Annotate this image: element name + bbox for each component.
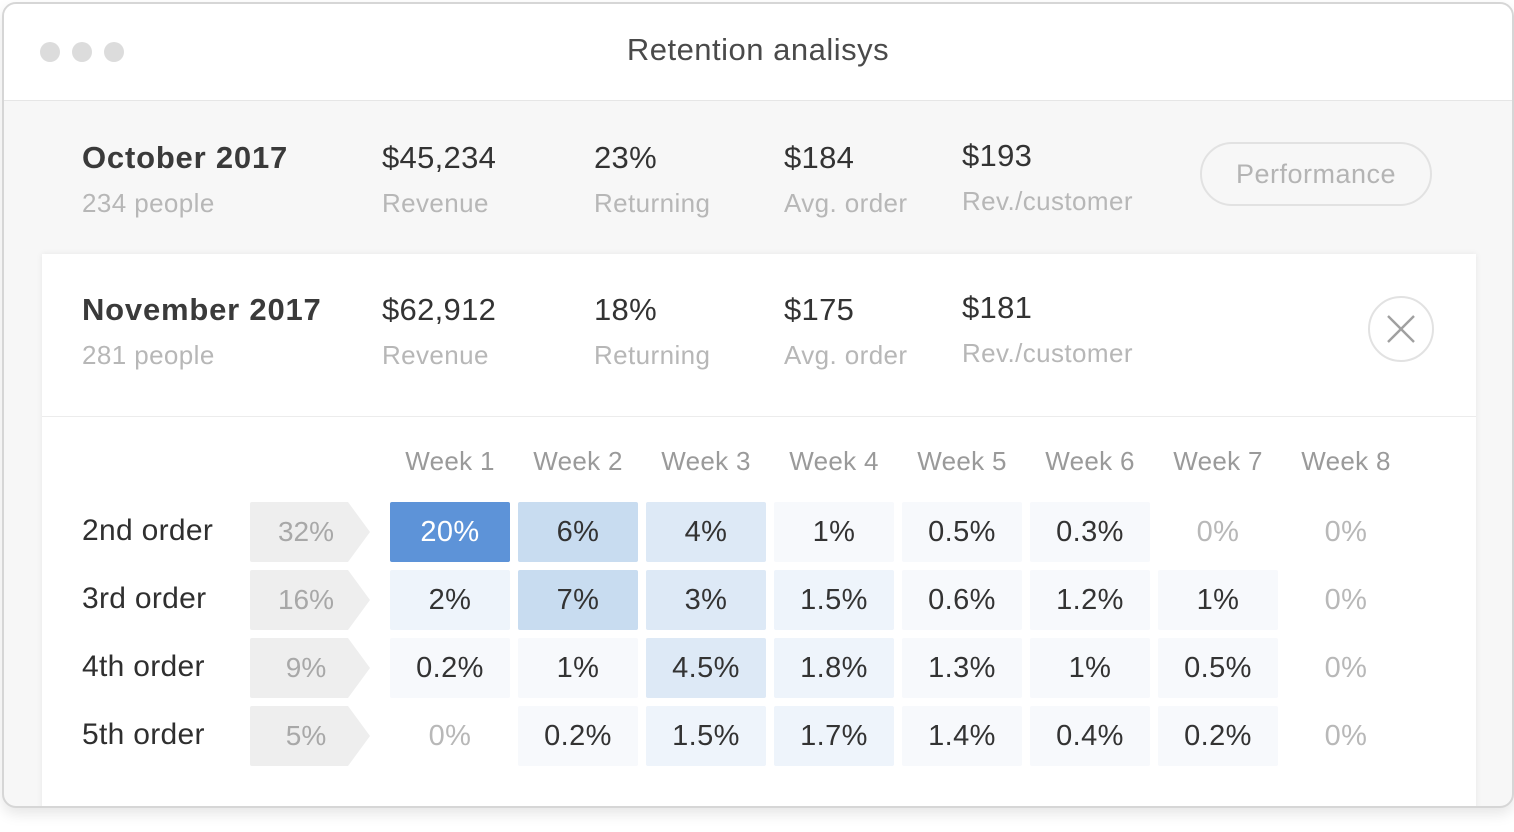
title-bar: Retention analisys [4,4,1512,101]
retention-cell[interactable]: 1.2% [1030,570,1150,630]
retention-cell[interactable]: 0% [1196,516,1240,548]
revenue-value: $62,912 [382,292,497,327]
tag-arrow-shape [250,638,370,698]
people-count: 281 people [82,340,215,370]
retention-cell[interactable]: 0.5% [1158,638,1278,698]
retention-cell[interactable]: 1.5% [774,570,894,630]
avg-order-label: Avg. order [784,188,908,218]
rev-customer-metric: $181 Rev./customer [962,290,1133,369]
avg-order-metric: $184 Avg. order [784,140,907,219]
week-header: Week 5 [917,446,1007,476]
week-header: Week 2 [533,446,623,476]
revenue-metric: $45,234 Revenue [382,140,496,219]
close-panel-button[interactable] [1368,296,1434,362]
week-header: Week 6 [1045,446,1135,476]
window-title: Retention analisys [626,32,890,67]
retention-cell[interactable]: 0.2% [1158,706,1278,766]
people-count: 234 people [82,188,215,218]
retention-cell[interactable]: 0% [1324,720,1368,752]
zoom-window-dot[interactable] [104,42,124,62]
retention-cell[interactable]: 1.5% [646,706,766,766]
retention-cell[interactable]: 20% [390,502,510,562]
week-header: Week 4 [789,446,879,476]
retention-cell[interactable]: 0.6% [902,570,1022,630]
revenue-label: Revenue [382,340,489,370]
retention-cell[interactable]: 4% [646,502,766,562]
week-header: Week 1 [405,446,495,476]
retention-cell[interactable]: 0% [1324,516,1368,548]
november-summary-row: November 2017 281 people $62,912 Revenue… [42,254,1476,417]
revenue-label: Revenue [382,188,489,218]
retention-cell[interactable]: 1.8% [774,638,894,698]
rev-customer-value: $193 [962,138,1033,173]
order-total-tag: 9% [250,638,370,698]
retention-cell[interactable]: 1.7% [774,706,894,766]
month-name: October 2017 [82,140,289,175]
avg-order-label: Avg. order [784,340,908,370]
returning-label: Returning [594,340,711,370]
retention-cell[interactable]: 1.3% [902,638,1022,698]
retention-cell[interactable]: 0% [1324,584,1368,616]
revenue-value: $45,234 [382,140,497,175]
month-block: October 2017 234 people [82,140,288,219]
retention-cell[interactable]: 0.5% [902,502,1022,562]
retention-cell[interactable]: 1.4% [902,706,1022,766]
avg-order-value: $184 [784,140,855,175]
retention-cell[interactable]: 0% [428,720,472,752]
performance-button[interactable]: Performance [1200,142,1432,206]
order-label: 4th order [82,650,205,683]
retention-cell[interactable]: 3% [646,570,766,630]
avg-order-value: $175 [784,292,855,327]
order-label: 5th order [82,718,205,751]
order-total-value: 32% [277,516,335,547]
order-total-tag: 5% [250,706,370,766]
retention-window: Retention analisys October 2017 234 peop… [2,2,1514,808]
returning-label: Returning [594,188,711,218]
retention-cell[interactable]: 6% [518,502,638,562]
retention-cell[interactable]: 7% [518,570,638,630]
retention-cell[interactable]: 1% [1030,638,1150,698]
rev-customer-value: $181 [962,290,1033,325]
order-total-value: 16% [277,584,335,615]
retention-cell[interactable]: 0.3% [1030,502,1150,562]
order-total-tag: 16% [250,570,370,630]
revenue-metric: $62,912 Revenue [382,292,496,371]
minimize-window-dot[interactable] [72,42,92,62]
rev-customer-label: Rev./customer [962,338,1133,368]
retention-cell[interactable]: 0% [1324,652,1368,684]
rev-customer-metric: $193 Rev./customer [962,138,1133,217]
week-header: Week 7 [1173,446,1263,476]
retention-cell[interactable]: 1% [774,502,894,562]
order-total-tag: 32% [250,502,370,562]
tag-arrow-shape [250,502,370,562]
rev-customer-label: Rev./customer [962,186,1133,216]
avg-order-metric: $175 Avg. order [784,292,907,371]
tag-arrow-shape [250,706,370,766]
week-header: Week 3 [661,446,751,476]
retention-cell[interactable]: 1% [518,638,638,698]
week-header: Week 8 [1301,446,1391,476]
order-total-value: 9% [285,652,327,683]
returning-value: 23% [594,140,657,175]
returning-metric: 18% Returning [594,292,710,371]
close-window-dot[interactable] [40,42,60,62]
october-summary-row: October 2017 234 people $45,234 Revenue … [4,100,1512,254]
retention-cell[interactable]: 0.2% [518,706,638,766]
returning-metric: 23% Returning [594,140,710,219]
retention-cell[interactable]: 4.5% [646,638,766,698]
retention-cell[interactable]: 0.4% [1030,706,1150,766]
order-label: 2nd order [82,514,214,547]
november-panel: November 2017 281 people $62,912 Revenue… [42,254,1476,806]
order-label: 3rd order [82,582,207,615]
retention-cell[interactable]: 1% [1158,570,1278,630]
month-block: November 2017 281 people [82,292,322,371]
retention-cell[interactable]: 2% [390,570,510,630]
close-icon [1387,315,1415,343]
retention-cell[interactable]: 0.2% [390,638,510,698]
month-name: November 2017 [82,292,322,327]
order-total-value: 5% [285,720,327,751]
returning-value: 18% [594,292,657,327]
window-controls [40,42,124,62]
tag-arrow-shape [250,570,370,630]
